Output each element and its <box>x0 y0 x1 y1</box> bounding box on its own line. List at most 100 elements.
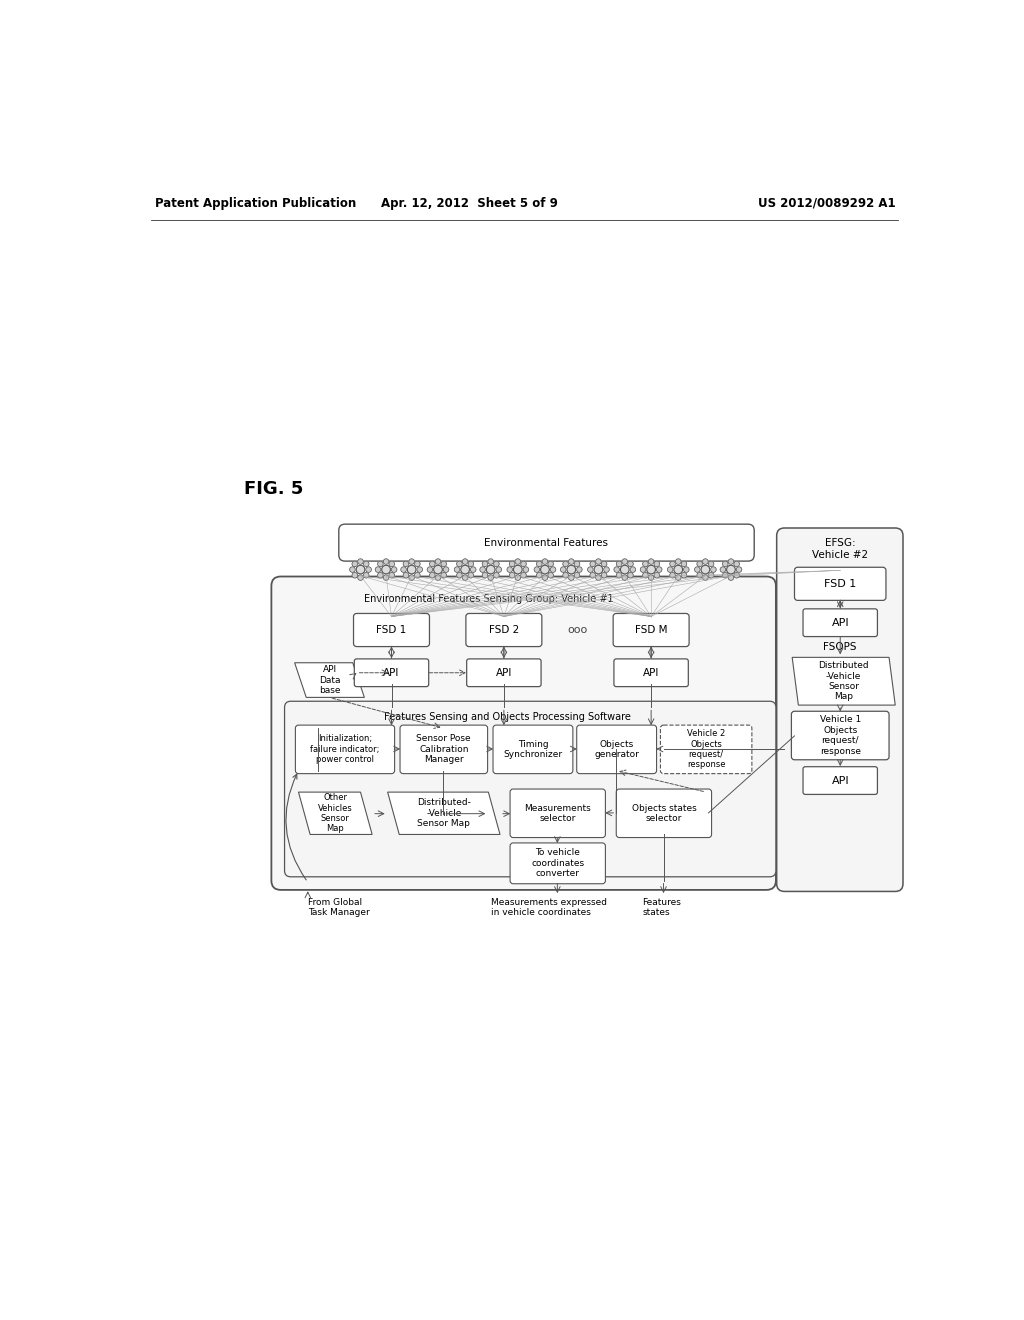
Circle shape <box>378 573 383 578</box>
Circle shape <box>383 574 389 581</box>
Text: Patent Application Publication: Patent Application Publication <box>155 197 356 210</box>
Circle shape <box>462 558 468 565</box>
Circle shape <box>403 561 409 566</box>
Circle shape <box>616 561 622 566</box>
Circle shape <box>568 574 574 581</box>
Circle shape <box>366 566 372 573</box>
Circle shape <box>614 566 620 573</box>
Polygon shape <box>793 657 895 705</box>
Circle shape <box>408 565 416 574</box>
Circle shape <box>601 573 607 578</box>
Circle shape <box>709 561 714 566</box>
Circle shape <box>482 573 487 578</box>
Circle shape <box>548 561 553 566</box>
Circle shape <box>417 566 423 573</box>
FancyBboxPatch shape <box>795 568 886 601</box>
Circle shape <box>537 573 542 578</box>
Circle shape <box>728 558 734 565</box>
Circle shape <box>548 573 553 578</box>
Text: EFSG:
Vehicle #2: EFSG: Vehicle #2 <box>812 539 868 560</box>
FancyBboxPatch shape <box>493 725 572 774</box>
Circle shape <box>734 561 739 566</box>
Circle shape <box>656 566 662 573</box>
Circle shape <box>356 565 365 574</box>
Circle shape <box>560 566 566 573</box>
Circle shape <box>427 566 433 573</box>
Text: Initialization;
failure indicator;
power control: Initialization; failure indicator; power… <box>310 734 380 764</box>
Circle shape <box>648 574 654 581</box>
Circle shape <box>468 561 474 566</box>
Circle shape <box>457 561 462 566</box>
Text: API: API <box>383 668 399 677</box>
Circle shape <box>676 558 681 565</box>
Circle shape <box>702 574 709 581</box>
Text: API: API <box>831 618 849 628</box>
Circle shape <box>542 574 548 581</box>
FancyBboxPatch shape <box>616 789 712 837</box>
Circle shape <box>563 561 568 566</box>
FancyBboxPatch shape <box>466 614 542 647</box>
Circle shape <box>621 565 629 574</box>
FancyBboxPatch shape <box>339 524 755 561</box>
Circle shape <box>590 561 596 566</box>
Circle shape <box>541 565 549 574</box>
Text: FSOPS: FSOPS <box>823 642 857 652</box>
Circle shape <box>622 574 628 581</box>
Circle shape <box>409 558 415 565</box>
Circle shape <box>622 558 628 565</box>
Circle shape <box>352 561 357 566</box>
Circle shape <box>521 561 526 566</box>
Circle shape <box>352 573 357 578</box>
FancyBboxPatch shape <box>285 701 776 876</box>
Circle shape <box>697 573 702 578</box>
Circle shape <box>435 574 440 581</box>
Circle shape <box>676 574 681 581</box>
Circle shape <box>482 561 487 566</box>
Circle shape <box>594 565 603 574</box>
Circle shape <box>364 561 369 566</box>
Circle shape <box>628 561 633 566</box>
Text: Other
Vehicles
Sensor
Map: Other Vehicles Sensor Map <box>317 793 352 833</box>
FancyBboxPatch shape <box>353 614 429 647</box>
Circle shape <box>681 561 687 566</box>
Circle shape <box>537 561 542 566</box>
Circle shape <box>643 573 648 578</box>
Circle shape <box>648 558 654 565</box>
Circle shape <box>604 566 609 573</box>
Circle shape <box>435 558 440 565</box>
Circle shape <box>734 573 739 578</box>
Text: Distributed
-Vehicle
Sensor
Map: Distributed -Vehicle Sensor Map <box>818 661 869 701</box>
Circle shape <box>681 573 687 578</box>
Circle shape <box>357 558 364 565</box>
Circle shape <box>668 566 673 573</box>
Text: FSD M: FSD M <box>635 626 668 635</box>
Circle shape <box>515 558 520 565</box>
Circle shape <box>349 566 355 573</box>
Circle shape <box>455 566 460 573</box>
FancyBboxPatch shape <box>803 767 878 795</box>
Circle shape <box>433 565 442 574</box>
FancyBboxPatch shape <box>400 725 487 774</box>
Circle shape <box>574 573 580 578</box>
Circle shape <box>441 573 446 578</box>
FancyBboxPatch shape <box>613 614 689 647</box>
Circle shape <box>723 561 728 566</box>
Circle shape <box>364 573 369 578</box>
Circle shape <box>596 558 601 565</box>
FancyBboxPatch shape <box>776 528 903 891</box>
Text: API
Data
base: API Data base <box>318 665 340 694</box>
Circle shape <box>640 566 646 573</box>
Circle shape <box>468 573 474 578</box>
Circle shape <box>383 558 389 565</box>
Circle shape <box>400 566 407 573</box>
Circle shape <box>403 573 409 578</box>
Circle shape <box>443 566 449 573</box>
FancyBboxPatch shape <box>354 659 429 686</box>
Circle shape <box>630 566 636 573</box>
FancyBboxPatch shape <box>792 711 889 760</box>
Circle shape <box>470 566 476 573</box>
Text: API: API <box>831 776 849 785</box>
Circle shape <box>647 565 655 574</box>
Polygon shape <box>299 792 372 834</box>
Circle shape <box>654 573 659 578</box>
